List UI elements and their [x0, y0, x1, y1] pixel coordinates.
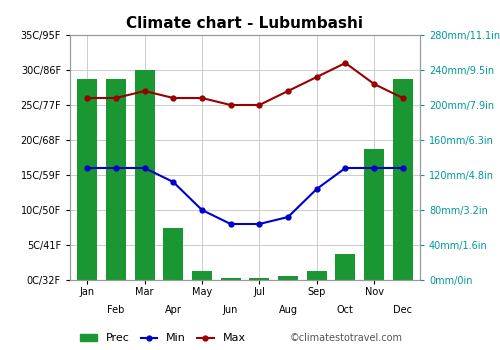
- Bar: [134, 70, 154, 280]
- Text: Feb: Feb: [107, 305, 124, 315]
- Bar: [192, 271, 212, 280]
- Bar: [250, 278, 270, 280]
- Bar: [364, 149, 384, 280]
- Text: Aug: Aug: [278, 305, 297, 315]
- Title: Climate chart - Lubumbashi: Climate chart - Lubumbashi: [126, 16, 364, 31]
- Text: Jun: Jun: [223, 305, 238, 315]
- Bar: [306, 271, 327, 280]
- Text: ©climatestotravel.com: ©climatestotravel.com: [290, 333, 403, 343]
- Bar: [163, 228, 184, 280]
- Bar: [392, 79, 413, 280]
- Bar: [220, 278, 240, 280]
- Legend: Prec, Min, Max: Prec, Min, Max: [76, 329, 250, 348]
- Text: Apr: Apr: [165, 305, 182, 315]
- Text: Oct: Oct: [337, 305, 354, 315]
- Text: Dec: Dec: [394, 305, 412, 315]
- Bar: [77, 79, 98, 280]
- Bar: [336, 254, 355, 280]
- Bar: [106, 79, 126, 280]
- Bar: [278, 275, 298, 280]
